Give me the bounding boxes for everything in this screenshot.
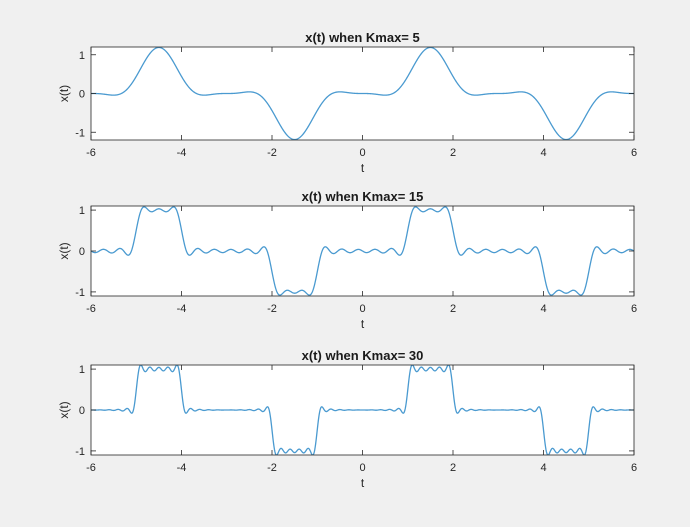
x-tick-label: 4 — [540, 303, 546, 315]
x-tick-label: -2 — [267, 303, 277, 315]
y-axis-label: x(t) — [57, 242, 71, 259]
x-tick-label: -4 — [177, 462, 187, 474]
subplot-2: -6 -4 -2 0 2 4 6 -1 0 1 x(t) when Kmax= 15 t x(t) — [57, 189, 637, 331]
x-tick-label: 6 — [631, 147, 637, 159]
subplot-title: x(t) when Kmax= 15 — [302, 189, 424, 204]
series-line-kmax-30 — [91, 365, 634, 455]
x-tick-label: 2 — [450, 147, 456, 159]
y-tick-label: -1 — [75, 446, 85, 458]
x-tick-label: 0 — [359, 147, 365, 159]
x-tick-label: 4 — [540, 462, 546, 474]
y-tick-label: 1 — [79, 50, 85, 62]
series-line-kmax-15 — [91, 206, 634, 296]
x-tick-label: -6 — [86, 303, 96, 315]
series-line-kmax-5 — [91, 47, 634, 140]
x-tick-label: -4 — [177, 147, 187, 159]
subplot-title: x(t) when Kmax= 5 — [305, 30, 420, 45]
y-axis-label: x(t) — [57, 401, 71, 418]
x-tick-label: -2 — [267, 462, 277, 474]
y-tick-label: 1 — [79, 364, 85, 376]
subplot-1: -6 -4 -2 0 2 4 6 -1 0 1 x(t) when Kmax= 5 t x(t) — [57, 30, 637, 175]
y-axis-label: x(t) — [57, 85, 71, 102]
x-tick-label: 6 — [631, 303, 637, 315]
x-axis-label: t — [361, 317, 365, 331]
subplot-3: -6 -4 -2 0 2 4 6 -1 0 1 x(t) when Kmax= 30 t x(t) — [57, 348, 637, 490]
x-tick-label: -6 — [86, 462, 96, 474]
x-axis-label: t — [361, 161, 365, 175]
y-tick-label: -1 — [75, 287, 85, 299]
y-tick-label: 0 — [79, 405, 85, 417]
x-tick-label: -2 — [267, 147, 277, 159]
y-tick-label: -1 — [75, 127, 85, 139]
x-tick-label: 0 — [359, 462, 365, 474]
x-axis-label: t — [361, 476, 365, 490]
x-tick-label: -4 — [177, 303, 187, 315]
y-tick-label: 1 — [79, 205, 85, 217]
x-tick-label: 2 — [450, 303, 456, 315]
subplot-title: x(t) when Kmax= 30 — [302, 348, 424, 363]
x-tick-label: 4 — [540, 147, 546, 159]
y-tick-label: 0 — [79, 89, 85, 101]
x-tick-label: 6 — [631, 462, 637, 474]
x-tick-label: 2 — [450, 462, 456, 474]
x-tick-label: -6 — [86, 147, 96, 159]
x-tick-label: 0 — [359, 303, 365, 315]
y-tick-label: 0 — [79, 246, 85, 258]
